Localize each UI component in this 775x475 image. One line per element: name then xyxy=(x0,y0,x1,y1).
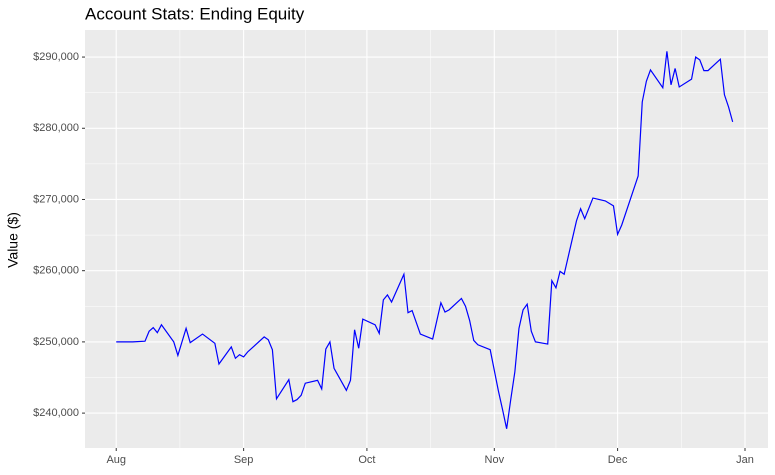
y-tick-label: $260,000 xyxy=(33,265,79,277)
x-tick-label: Sep xyxy=(234,454,254,466)
y-tick-label: $270,000 xyxy=(33,193,79,205)
x-tick-label: Dec xyxy=(608,454,628,466)
x-tick-label: Aug xyxy=(106,454,126,466)
y-tick-label: $280,000 xyxy=(33,122,79,134)
x-tick-label: Jan xyxy=(736,454,754,466)
y-tick-label: $240,000 xyxy=(33,407,79,419)
y-axis-label: Value ($) xyxy=(5,212,21,268)
plot-panel xyxy=(85,30,768,448)
y-tick-label: $290,000 xyxy=(33,51,79,63)
x-tick-label: Oct xyxy=(358,454,375,466)
x-tick-label: Nov xyxy=(485,454,505,466)
chart-title: Account Stats: Ending Equity xyxy=(85,4,305,23)
y-tick-label: $250,000 xyxy=(33,336,79,348)
data-line xyxy=(116,51,734,429)
